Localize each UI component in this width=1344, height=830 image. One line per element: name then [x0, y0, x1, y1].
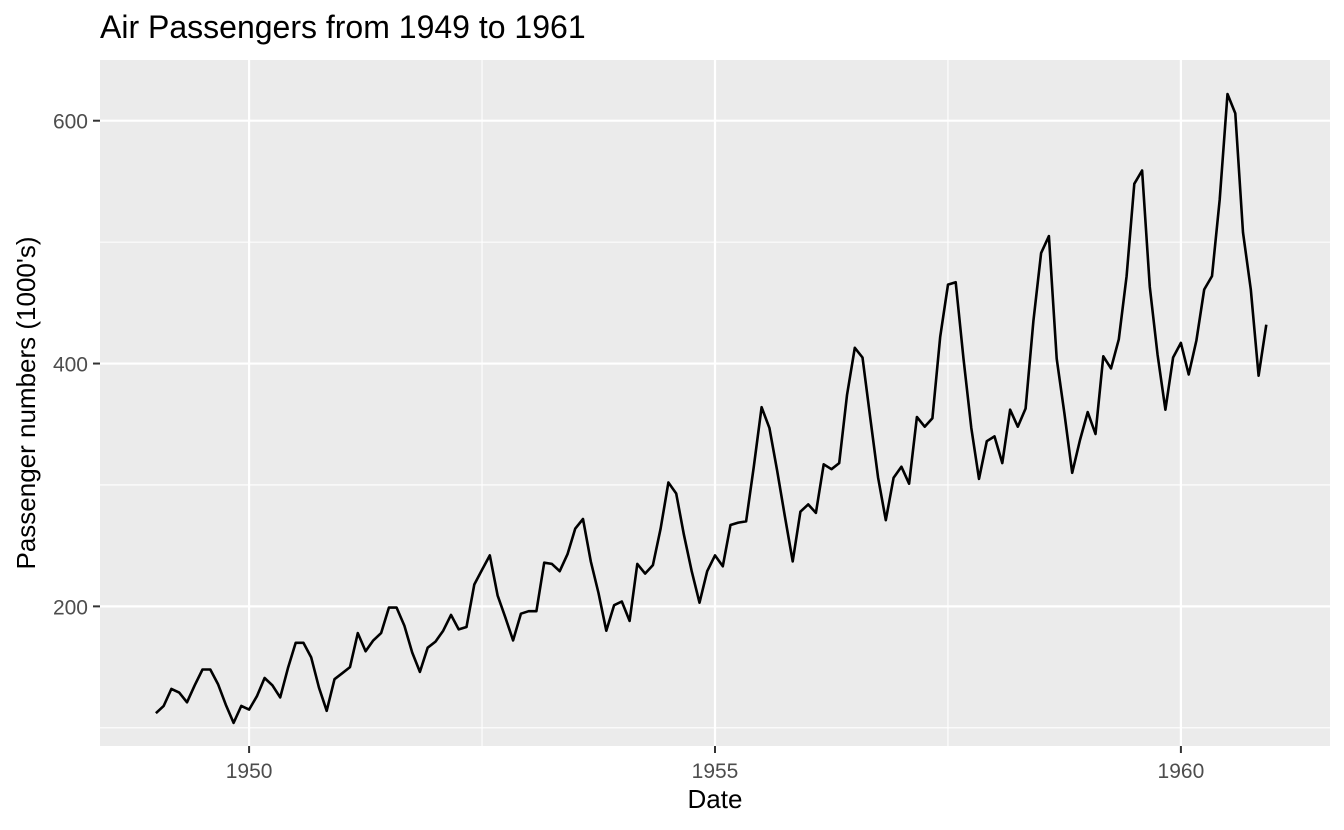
- x-axis-title: Date: [688, 784, 743, 814]
- y-tick-label: 200: [53, 596, 88, 619]
- axes: 1950 1955 1960 200 400 600: [53, 111, 1204, 783]
- grid: [100, 60, 1330, 746]
- chart-title: Air Passengers from 1949 to 1961: [100, 9, 586, 45]
- x-tick-label: 1955: [692, 760, 739, 783]
- y-tick-label: 600: [53, 111, 88, 134]
- x-tick-label: 1960: [1158, 760, 1205, 783]
- series-line: [155, 92, 1268, 725]
- y-tick-label: 400: [53, 354, 88, 377]
- y-axis-title: Passenger numbers (1000's): [11, 236, 41, 569]
- x-tick-label: 1950: [226, 760, 273, 783]
